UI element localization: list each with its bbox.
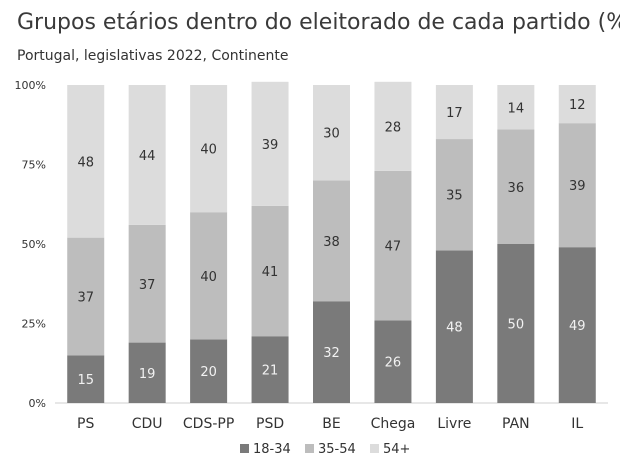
x-category-label: Chega bbox=[371, 416, 416, 432]
data-label: 32 bbox=[323, 346, 340, 361]
bar-segment-18-34 bbox=[251, 336, 289, 403]
bar-segment-35-54 bbox=[251, 205, 289, 337]
data-label: 39 bbox=[569, 179, 586, 194]
data-label: 47 bbox=[385, 240, 402, 255]
x-category-label: BE bbox=[322, 416, 340, 432]
data-label: 30 bbox=[323, 127, 340, 142]
data-label: 44 bbox=[139, 149, 156, 164]
bar-segment-18-34 bbox=[558, 247, 596, 403]
data-label: 41 bbox=[262, 265, 279, 280]
data-label: 26 bbox=[385, 356, 402, 371]
data-label: 15 bbox=[77, 373, 94, 388]
bar-segment-18-34 bbox=[128, 342, 166, 403]
data-label: 37 bbox=[77, 290, 94, 305]
y-tick-label: 75% bbox=[22, 159, 46, 172]
chart-title: Grupos etários dentro do eleitorado de c… bbox=[17, 10, 620, 35]
bar-segment-35-54 bbox=[190, 212, 228, 340]
bar-segment-54plus bbox=[435, 85, 473, 140]
bar-segment-35-54 bbox=[374, 170, 412, 321]
data-label: 49 bbox=[569, 319, 586, 334]
y-tick-label: 100% bbox=[15, 79, 46, 92]
legend-swatch bbox=[240, 444, 249, 453]
bar-segment-54plus bbox=[128, 85, 166, 225]
data-label: 50 bbox=[508, 318, 525, 333]
data-label: 21 bbox=[262, 364, 279, 379]
legend-label: 35-54 bbox=[318, 442, 356, 457]
bar-segment-18-34 bbox=[435, 250, 473, 403]
data-label: 17 bbox=[446, 106, 463, 121]
bar-segment-18-34 bbox=[374, 320, 412, 403]
y-tick-label: 50% bbox=[22, 238, 46, 251]
data-label: 38 bbox=[323, 235, 340, 250]
x-category-label: Livre bbox=[437, 416, 471, 432]
data-label: 39 bbox=[262, 138, 279, 153]
bar-segment-54plus bbox=[190, 85, 228, 213]
y-tick-label: 25% bbox=[22, 318, 46, 331]
data-label: 48 bbox=[446, 321, 463, 336]
data-label: 40 bbox=[200, 143, 217, 158]
x-category-label: PSD bbox=[256, 416, 284, 432]
bar-segment-18-34 bbox=[67, 355, 105, 403]
data-label: 36 bbox=[508, 181, 525, 196]
data-label: 19 bbox=[139, 367, 156, 382]
bar-segment-35-54 bbox=[497, 129, 535, 244]
x-category-label: CDU bbox=[132, 416, 163, 432]
legend-swatch bbox=[305, 444, 314, 453]
bar-segment-18-34 bbox=[497, 244, 535, 403]
bar-segment-35-54 bbox=[313, 180, 350, 302]
bar-segment-54plus bbox=[67, 85, 105, 238]
data-label: 35 bbox=[446, 189, 463, 204]
data-label: 14 bbox=[508, 101, 525, 116]
x-category-label: IL bbox=[571, 416, 583, 432]
bar-segment-54plus bbox=[558, 85, 596, 124]
x-category-label: PAN bbox=[502, 416, 530, 432]
bar-segment-18-34 bbox=[190, 339, 228, 403]
data-label: 37 bbox=[139, 278, 156, 293]
bar-segment-54plus bbox=[374, 81, 412, 171]
bar-segment-35-54 bbox=[558, 123, 596, 248]
x-category-label: CDS-PP bbox=[183, 416, 234, 432]
data-label: 28 bbox=[385, 120, 402, 135]
bar-segment-54plus bbox=[251, 81, 289, 206]
bar-segment-54plus bbox=[497, 85, 535, 130]
bar-segment-18-34 bbox=[313, 301, 350, 403]
data-label: 48 bbox=[77, 155, 94, 170]
y-tick-label: 0% bbox=[29, 397, 46, 410]
legend-label: 54+ bbox=[383, 442, 410, 457]
bar-segment-35-54 bbox=[67, 237, 105, 356]
bar-segment-54plus bbox=[313, 85, 350, 181]
data-label: 20 bbox=[200, 365, 217, 380]
bar-segment-35-54 bbox=[128, 224, 166, 343]
legend-label: 18-34 bbox=[253, 442, 291, 457]
data-label: 40 bbox=[200, 270, 217, 285]
data-label: 12 bbox=[569, 98, 586, 113]
legend-swatch bbox=[370, 444, 379, 453]
x-category-label: PS bbox=[77, 416, 94, 432]
chart-subtitle: Portugal, legislativas 2022, Continente bbox=[17, 48, 289, 64]
bar-segment-35-54 bbox=[435, 139, 473, 251]
